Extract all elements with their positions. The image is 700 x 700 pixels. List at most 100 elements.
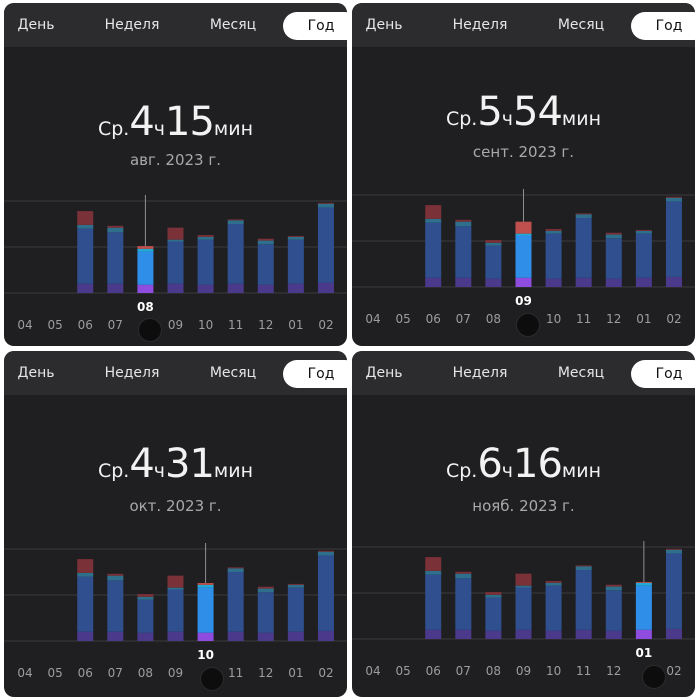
bar-segment xyxy=(107,575,124,581)
x-tick-label: 07 xyxy=(108,666,123,680)
bar-segment xyxy=(605,238,622,279)
bar-segment xyxy=(425,222,442,278)
bar-segment xyxy=(485,597,502,631)
bar-segment xyxy=(77,283,94,293)
bar-segment xyxy=(575,213,592,215)
tab-day[interactable]: День xyxy=(17,17,55,33)
bar-chart[interactable]: 04 05 06 07 08 09 10 11 12 01 02 xyxy=(4,543,347,693)
tab-week[interactable]: Неделя xyxy=(104,365,160,381)
avg-prefix: Ср. xyxy=(97,118,130,140)
tab-month[interactable]: Месяц xyxy=(209,365,257,381)
bar-segment xyxy=(167,241,184,284)
tab-year[interactable]: Год xyxy=(631,12,695,40)
bar-segment xyxy=(515,585,532,588)
tab-month[interactable]: Месяц xyxy=(557,365,605,381)
bar-segment xyxy=(545,229,562,231)
bar-chart[interactable]: 04 05 06 07 08 09 10 11 12 01 02 xyxy=(4,195,347,345)
bar-segment xyxy=(317,207,334,283)
bar-segment xyxy=(227,283,244,293)
bar-segment xyxy=(665,628,682,639)
avg-minutes: 54 xyxy=(513,89,563,135)
tab-week[interactable]: Неделя xyxy=(104,17,160,33)
x-tick-label: 04 xyxy=(17,318,32,332)
bar-segment xyxy=(197,632,214,641)
bar-segment xyxy=(515,573,532,586)
bar-segment xyxy=(635,229,652,231)
bar-segment xyxy=(515,587,532,630)
bar-segment xyxy=(425,574,442,630)
avg-minutes-unit: мин xyxy=(561,460,602,482)
period-tab-bar: День Неделя Месяц Год xyxy=(352,3,695,47)
bar-segment xyxy=(77,576,94,632)
bar-chart[interactable]: 04 05 06 07 08 09 10 11 12 01 02 xyxy=(352,189,695,339)
x-tick-label: 10 xyxy=(198,318,213,332)
bar-segment xyxy=(635,230,652,234)
scroll-handle[interactable] xyxy=(516,313,540,337)
tab-week[interactable]: Неделя xyxy=(452,17,508,33)
avg-hours-unit: ч xyxy=(501,460,514,482)
tab-year[interactable]: Год xyxy=(283,12,347,40)
bar-segment xyxy=(485,592,502,595)
x-tick-label: 07 xyxy=(456,664,471,678)
tab-year[interactable]: Год xyxy=(631,360,695,388)
bar-segment xyxy=(227,567,244,569)
tab-month[interactable]: Месяц xyxy=(209,17,257,33)
bar-segment xyxy=(197,284,214,293)
chart-panel: День Неделя Месяц Год Ср.4ч31мин окт. 20… xyxy=(4,351,347,697)
bar-segment xyxy=(227,224,244,284)
bar-segment xyxy=(197,583,214,585)
bar-segment xyxy=(107,225,124,228)
bar-segment xyxy=(545,585,562,631)
x-tick-label: 12 xyxy=(258,666,273,680)
scroll-handle[interactable] xyxy=(138,318,162,342)
bar-segment xyxy=(107,631,124,641)
scroll-handle[interactable] xyxy=(200,667,224,691)
bar-segment xyxy=(257,238,274,241)
x-tick-label: 04 xyxy=(17,666,32,680)
bar-segment xyxy=(317,551,334,556)
tab-year[interactable]: Год xyxy=(283,360,347,388)
avg-minutes: 31 xyxy=(165,441,215,487)
tab-day[interactable]: День xyxy=(365,17,403,33)
x-tick-label: 02 xyxy=(666,664,681,678)
bar-segment xyxy=(545,582,562,586)
bar-segment xyxy=(257,586,274,589)
average-duration: Ср.4ч31мин xyxy=(4,441,347,487)
tab-day[interactable]: День xyxy=(17,365,55,381)
x-tick-label: 01 xyxy=(636,312,651,326)
bar-segment xyxy=(167,239,184,242)
x-tick-label: 06 xyxy=(78,666,93,680)
x-tick-label: 02 xyxy=(318,318,333,332)
bar-chart[interactable]: 04 05 06 07 08 09 10 11 12 01 02 xyxy=(352,541,695,691)
bar-segment xyxy=(107,283,124,293)
x-tick-label: 05 xyxy=(395,312,410,326)
bar-segment xyxy=(167,589,184,632)
tab-week[interactable]: Неделя xyxy=(452,365,508,381)
bar-segment xyxy=(455,629,472,639)
bar-segment xyxy=(575,629,592,639)
bar-segment xyxy=(137,251,154,285)
avg-minutes-unit: мин xyxy=(561,108,602,130)
x-tick-label: 10 xyxy=(546,312,561,326)
bar-segment xyxy=(197,584,214,588)
bar-segment xyxy=(665,196,682,198)
scroll-handle[interactable] xyxy=(642,665,666,689)
bar-segment xyxy=(227,572,244,632)
x-tick-label: 12 xyxy=(606,312,621,326)
chart-panel: День Неделя Месяц Год Ср.5ч54мин сент. 2… xyxy=(352,3,695,346)
bar-segment xyxy=(317,630,334,641)
bar-segment xyxy=(137,596,154,600)
tab-day[interactable]: День xyxy=(365,365,403,381)
bar-segment xyxy=(257,244,274,285)
selected-month-label: авг. 2023 г. xyxy=(129,151,222,169)
avg-hours: 4 xyxy=(129,99,154,145)
tab-month[interactable]: Месяц xyxy=(557,17,605,33)
bar-segment xyxy=(455,226,472,278)
bar-segment xyxy=(257,284,274,293)
bar-segment xyxy=(665,197,682,202)
bar-segment xyxy=(545,630,562,639)
bar-segment xyxy=(485,242,502,246)
bar-segment xyxy=(605,232,622,235)
bar-segment xyxy=(635,582,652,586)
average-duration: Ср.6ч16мин xyxy=(352,441,695,487)
